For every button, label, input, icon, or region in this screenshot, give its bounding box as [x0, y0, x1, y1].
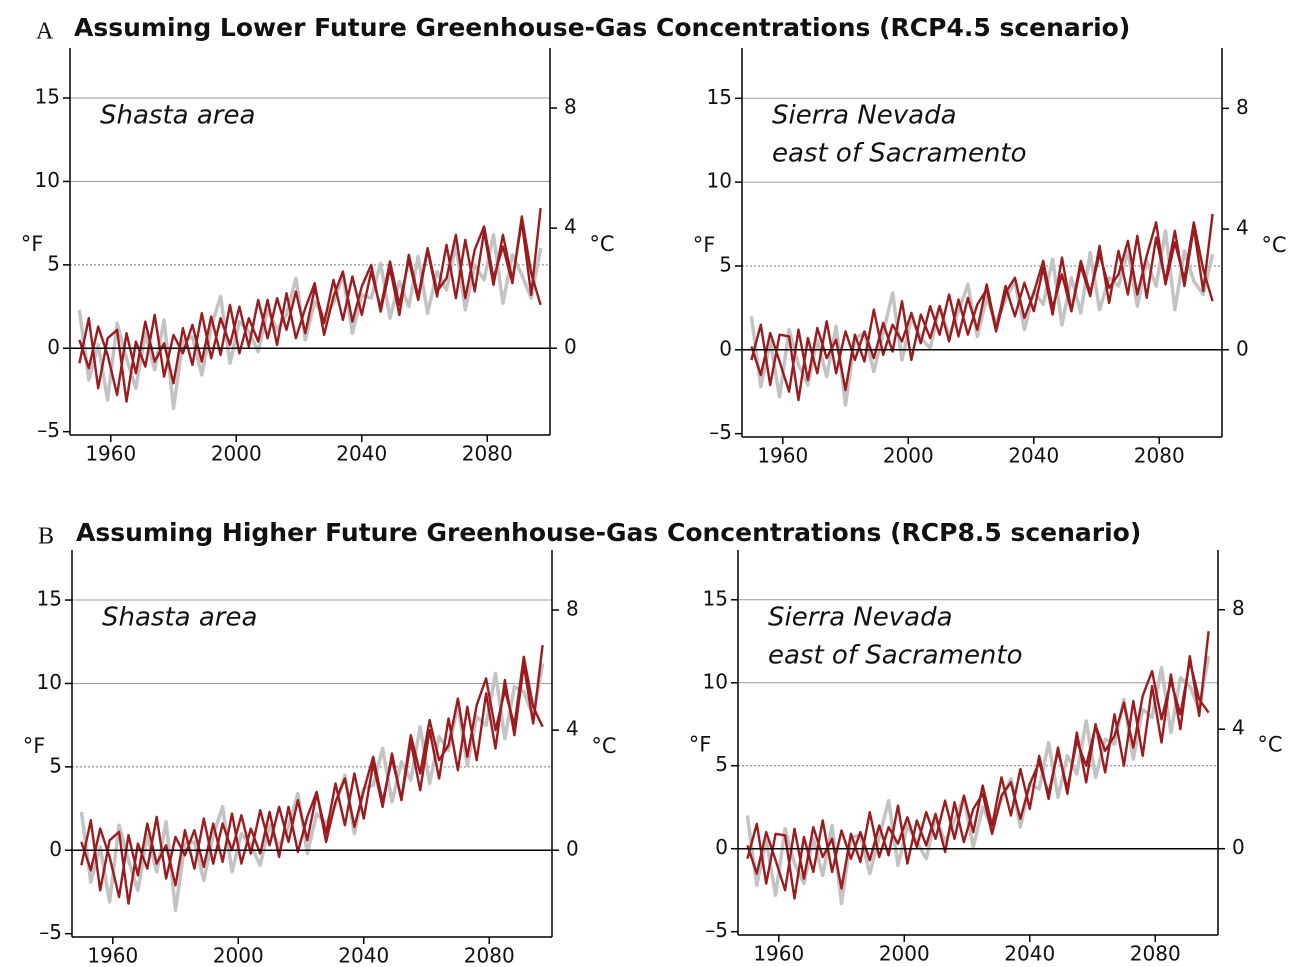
panel-annotation: Sierra Nevada [768, 603, 953, 633]
y2-tick-label: 4 [564, 215, 577, 239]
series-line [77, 233, 543, 411]
x-tick-label: 2000 [879, 942, 930, 966]
x-tick-label: 2080 [1134, 444, 1185, 468]
x-tick-label: 1960 [753, 942, 804, 966]
series-line [750, 221, 1214, 402]
y-axis-label: °F [21, 232, 44, 256]
x-tick-label: 2080 [462, 442, 513, 466]
y2-axis-label: °C [1257, 733, 1282, 757]
y2-tick-label: 8 [1236, 95, 1249, 119]
y2-axis-label: °C [1261, 233, 1286, 257]
x-tick-label: 2080 [1130, 942, 1181, 966]
y-tick-label: 15 [35, 85, 60, 109]
y-tick-label: 10 [707, 169, 732, 193]
y-tick-label: 15 [703, 586, 728, 610]
section-title: Assuming Higher Future Greenhouse-Gas Co… [76, 518, 1141, 547]
panel-annotation: Sierra Nevada [772, 101, 957, 131]
y-tick-label: 0 [715, 835, 728, 859]
panel-annotation: Shasta area [100, 101, 255, 131]
y2-tick-label: 0 [564, 335, 577, 359]
x-tick-label: 2080 [464, 944, 515, 967]
section-letter: A [36, 19, 54, 45]
x-tick-label: 1960 [87, 944, 138, 967]
y-tick-label: 5 [719, 252, 732, 276]
series-line [745, 655, 1211, 906]
y2-axis-label: °C [589, 232, 614, 256]
series-line [750, 213, 1214, 393]
panel-annotation: east of Sacramento [772, 139, 1027, 169]
y2-tick-label: 0 [1236, 336, 1249, 360]
section-title: Assuming Lower Future Greenhouse-Gas Con… [74, 13, 1130, 42]
x-tick-label: 2000 [213, 944, 264, 967]
x-tick-label: 2000 [883, 444, 934, 468]
x-tick-label: 2040 [336, 442, 387, 466]
series-line [78, 215, 542, 403]
y2-tick-label: 8 [1232, 596, 1245, 620]
y-tick-label: 10 [37, 670, 62, 694]
y-tick-label: 0 [719, 336, 732, 360]
y-tick-label: 0 [47, 335, 60, 359]
y-tick-label: 5 [49, 753, 62, 777]
y2-tick-label: 8 [566, 597, 579, 621]
y-tick-label: –5 [39, 920, 62, 944]
series-line [79, 663, 545, 913]
y-tick-label: –5 [709, 420, 732, 444]
series-line [78, 207, 542, 397]
y2-axis-label: °C [591, 734, 616, 758]
x-tick-label: 2040 [1008, 444, 1059, 468]
y-tick-label: –5 [37, 418, 60, 442]
series-line [746, 631, 1210, 892]
y-tick-label: 0 [49, 837, 62, 861]
y2-tick-label: 4 [566, 717, 579, 741]
series-line [80, 655, 544, 905]
series-line [746, 660, 1210, 900]
y2-tick-label: 4 [1236, 216, 1249, 240]
y2-tick-label: 8 [564, 95, 577, 119]
y-tick-label: 5 [47, 251, 60, 275]
section-letter: B [38, 524, 54, 550]
y2-tick-label: 0 [566, 837, 579, 861]
y2-tick-label: 4 [1232, 716, 1245, 740]
y-tick-label: –5 [705, 918, 728, 942]
series-line [80, 644, 544, 899]
panel-annotation: Shasta area [102, 603, 257, 633]
y-tick-label: 10 [35, 168, 60, 192]
x-tick-label: 1960 [757, 444, 808, 468]
y2-tick-label: 0 [1232, 835, 1245, 859]
x-tick-label: 2000 [211, 442, 262, 466]
y-axis-label: °F [689, 733, 712, 757]
series-line [749, 229, 1215, 407]
y-axis-label: °F [23, 734, 46, 758]
y-tick-label: 10 [703, 669, 728, 693]
panel-annotation: east of Sacramento [768, 641, 1023, 671]
y-tick-label: 15 [707, 85, 732, 109]
x-tick-label: 2040 [338, 944, 389, 967]
y-axis-label: °F [693, 233, 716, 257]
y-tick-label: 15 [37, 587, 62, 611]
x-tick-label: 1960 [85, 442, 136, 466]
x-tick-label: 2040 [1004, 942, 1055, 966]
y-tick-label: 5 [715, 752, 728, 776]
